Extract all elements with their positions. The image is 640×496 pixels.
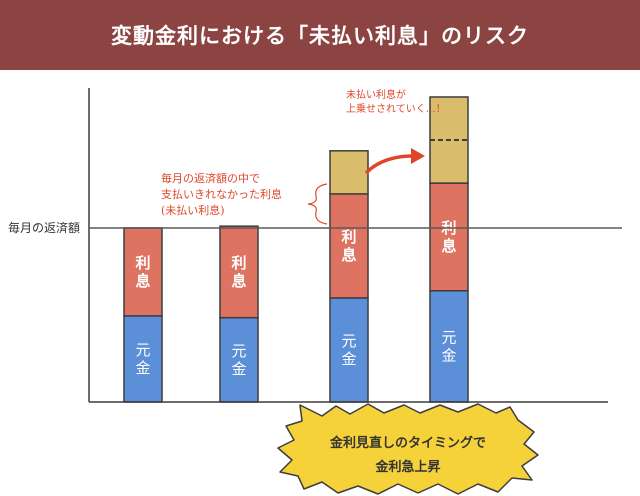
unpaid-note-line1: 毎月の返済額の中で [161, 171, 260, 185]
bar-segment-principal-3 [329, 297, 369, 403]
growth-arrowhead [411, 148, 425, 164]
bar-segment-principal-4 [429, 290, 469, 403]
rate-spike-burst [277, 403, 539, 495]
bar-label-principal-2: 元金 [231, 342, 246, 378]
bar-label-interest-3: 利息 [341, 228, 356, 264]
bar-segment-interest-1 [123, 227, 163, 317]
monthly-payment-label: 毎月の返済額 [8, 220, 80, 235]
bar-label-principal-3: 元金 [341, 332, 356, 368]
burst-line2: 金利急上昇 [374, 459, 440, 475]
growth-arrow [364, 154, 414, 175]
bar-segment-interest-2 [219, 225, 259, 319]
growth-note-line1: 未払い利息が [346, 88, 406, 101]
bar-label-interest-4: 利息 [441, 219, 456, 255]
bar-label-interest-1: 利息 [135, 254, 150, 290]
bar-segment-unpaid-3 [329, 150, 369, 195]
burst-line1: 金利見直しのタイミングで [329, 435, 486, 451]
unpaid-note-line2: 支払いきれなかった利息 [161, 187, 282, 201]
bar-label-principal-4: 元金 [441, 328, 456, 364]
bar-label-principal-1: 元金 [135, 341, 150, 377]
unpaid-bracket [307, 183, 328, 225]
page-title: 変動金利における「未払い利息」のリスク [111, 23, 529, 48]
unpaid-note-line3: (未払い利息) [161, 203, 225, 217]
bar-segment-interest-4 [429, 182, 469, 292]
bar-segment-principal-2 [219, 316, 259, 403]
bar-segment-interest-3 [329, 193, 369, 299]
bar-label-interest-2: 利息 [231, 254, 246, 290]
title-banner: 変動金利における「未払い利息」のリスク [0, 0, 640, 70]
growth-note-line2: 上乗せされていく…！ [346, 103, 446, 115]
